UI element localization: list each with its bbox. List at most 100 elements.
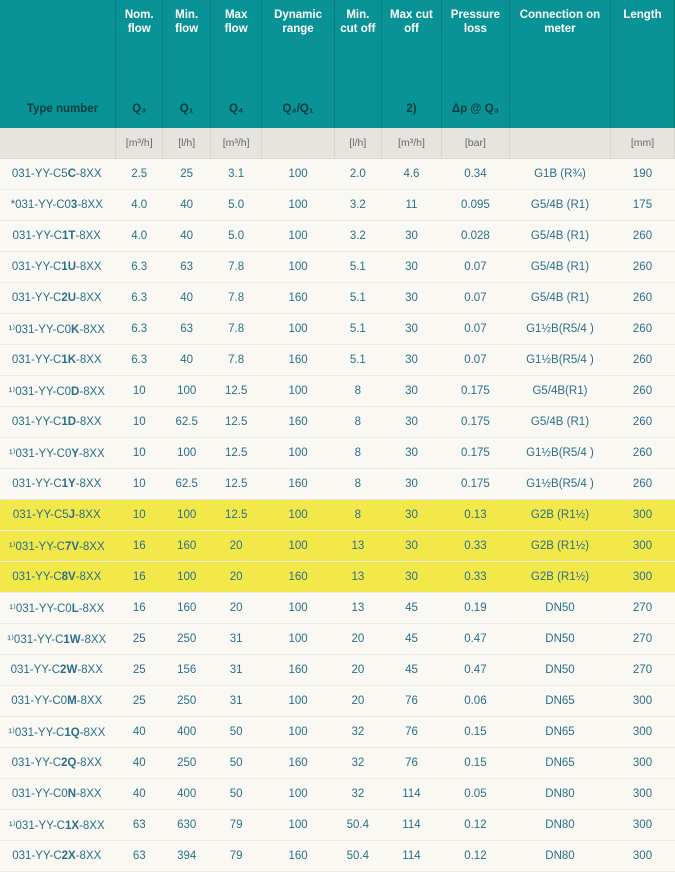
data-cell: 13 <box>334 593 381 624</box>
data-cell: 63 <box>163 314 210 345</box>
spec-table: Nom. flow Min. flow Max flow Dynamic ran… <box>0 0 675 872</box>
data-cell: 270 <box>611 593 675 624</box>
data-cell: 260 <box>611 345 675 376</box>
data-cell: 0.33 <box>441 562 509 593</box>
table-row: 031-YY-C5C-8XX2.5253.11002.04.60.34G1B (… <box>0 159 675 190</box>
data-cell: DN80 <box>509 810 610 841</box>
data-cell: 160 <box>262 345 334 376</box>
data-cell: 0.05 <box>441 779 509 810</box>
type-number-cell: 031-YY-C0N-8XX <box>0 779 116 810</box>
h2-6: Δp @ Q₃ <box>441 90 509 128</box>
data-cell: 32 <box>334 748 381 779</box>
u-5: [l/h] <box>334 128 381 159</box>
type-number-cell: 031-YY-C2U-8XX <box>0 283 116 314</box>
type-number-cell: 031-YY-C0M-8XX <box>0 686 116 717</box>
data-cell: 260 <box>611 283 675 314</box>
data-cell: 0.028 <box>441 221 509 252</box>
data-cell: 100 <box>262 376 334 407</box>
type-number-cell: ¹⁾031-YY-C0K-8XX <box>0 314 116 345</box>
data-cell: 0.47 <box>441 624 509 655</box>
data-cell: 76 <box>382 686 442 717</box>
h1-2: Min. flow <box>163 0 210 90</box>
data-cell: 2.0 <box>334 159 381 190</box>
data-cell: G2B (R1½) <box>509 562 610 593</box>
data-cell: G1½B(R5/4 ) <box>509 438 610 469</box>
data-cell: 31 <box>210 624 262 655</box>
h1-1: Nom. flow <box>116 0 163 90</box>
table-row: 031-YY-C1T-8XX4.0405.01003.2300.028G5/4B… <box>0 221 675 252</box>
data-cell: 5.0 <box>210 190 262 221</box>
type-number-cell: ¹⁾031-YY-C0Y-8XX <box>0 438 116 469</box>
data-cell: 270 <box>611 624 675 655</box>
data-cell: 79 <box>210 841 262 872</box>
data-cell: 400 <box>163 779 210 810</box>
data-cell: 0.47 <box>441 655 509 686</box>
table-row: 031-YY-C5J-8XX1010012.51008300.13G2B (R1… <box>0 500 675 531</box>
u-0 <box>0 128 116 159</box>
h1-5: Min. cut off <box>334 0 381 90</box>
type-number-cell: ¹⁾031-YY-C0L-8XX <box>0 593 116 624</box>
data-cell: 20 <box>210 562 262 593</box>
table-row: 031-YY-C2W-8XX251563116020450.47DN50270 <box>0 655 675 686</box>
data-cell: 0.175 <box>441 376 509 407</box>
data-cell: 63 <box>116 810 163 841</box>
data-cell: 300 <box>611 500 675 531</box>
data-cell: 300 <box>611 841 675 872</box>
data-cell: 100 <box>262 159 334 190</box>
table-row: 031-YY-C2Q-8XX402505016032760.15DN65300 <box>0 748 675 779</box>
data-cell: 5.1 <box>334 345 381 376</box>
data-cell: 5.0 <box>210 221 262 252</box>
h1-8: Connection on meter <box>509 0 610 90</box>
data-cell: 3.2 <box>334 190 381 221</box>
data-cell: G1B (R¾) <box>509 159 610 190</box>
data-cell: 25 <box>163 159 210 190</box>
data-cell: 30 <box>382 407 442 438</box>
data-cell: 40 <box>163 345 210 376</box>
data-cell: 100 <box>262 252 334 283</box>
data-cell: 2.5 <box>116 159 163 190</box>
data-cell: 5.1 <box>334 283 381 314</box>
type-number-cell: ¹⁾031-YY-C0D-8XX <box>0 376 116 407</box>
data-cell: 20 <box>334 655 381 686</box>
data-cell: 250 <box>163 686 210 717</box>
data-cell: 5.1 <box>334 314 381 345</box>
h1-9: Length <box>611 0 675 90</box>
data-cell: 32 <box>334 717 381 748</box>
data-cell: 300 <box>611 717 675 748</box>
data-cell: 0.07 <box>441 345 509 376</box>
data-cell: 250 <box>163 624 210 655</box>
data-cell: 0.19 <box>441 593 509 624</box>
data-cell: 100 <box>262 500 334 531</box>
data-cell: 32 <box>334 779 381 810</box>
data-cell: 100 <box>262 593 334 624</box>
data-cell: 30 <box>382 376 442 407</box>
data-cell: 0.175 <box>441 438 509 469</box>
data-cell: 260 <box>611 469 675 500</box>
data-cell: 50 <box>210 748 262 779</box>
data-cell: 100 <box>262 624 334 655</box>
data-cell: 100 <box>262 810 334 841</box>
data-cell: 45 <box>382 624 442 655</box>
data-cell: 160 <box>262 562 334 593</box>
data-cell: 4.6 <box>382 159 442 190</box>
type-number-cell: 031-YY-C1U-8XX <box>0 252 116 283</box>
data-cell: 0.06 <box>441 686 509 717</box>
data-cell: 4.0 <box>116 221 163 252</box>
data-cell: 3.1 <box>210 159 262 190</box>
data-cell: G5/4B (R1) <box>509 221 610 252</box>
h2-label: Type number <box>0 90 116 128</box>
type-number-cell: 031-YY-C5C-8XX <box>0 159 116 190</box>
table-row: ¹⁾031-YY-C1W-8XX252503110020450.47DN5027… <box>0 624 675 655</box>
data-cell: 100 <box>262 190 334 221</box>
type-number-cell: 031-YY-C1Y-8XX <box>0 469 116 500</box>
u-2: [l/h] <box>163 128 210 159</box>
data-cell: 0.15 <box>441 717 509 748</box>
data-cell: 25 <box>116 624 163 655</box>
data-cell: 30 <box>382 469 442 500</box>
data-cell: G5/4B(R1) <box>509 376 610 407</box>
h2-4 <box>334 90 381 128</box>
h1-7: Pressure loss <box>441 0 509 90</box>
data-cell: 25 <box>116 686 163 717</box>
data-cell: 8 <box>334 407 381 438</box>
data-cell: G2B (R1½) <box>509 531 610 562</box>
